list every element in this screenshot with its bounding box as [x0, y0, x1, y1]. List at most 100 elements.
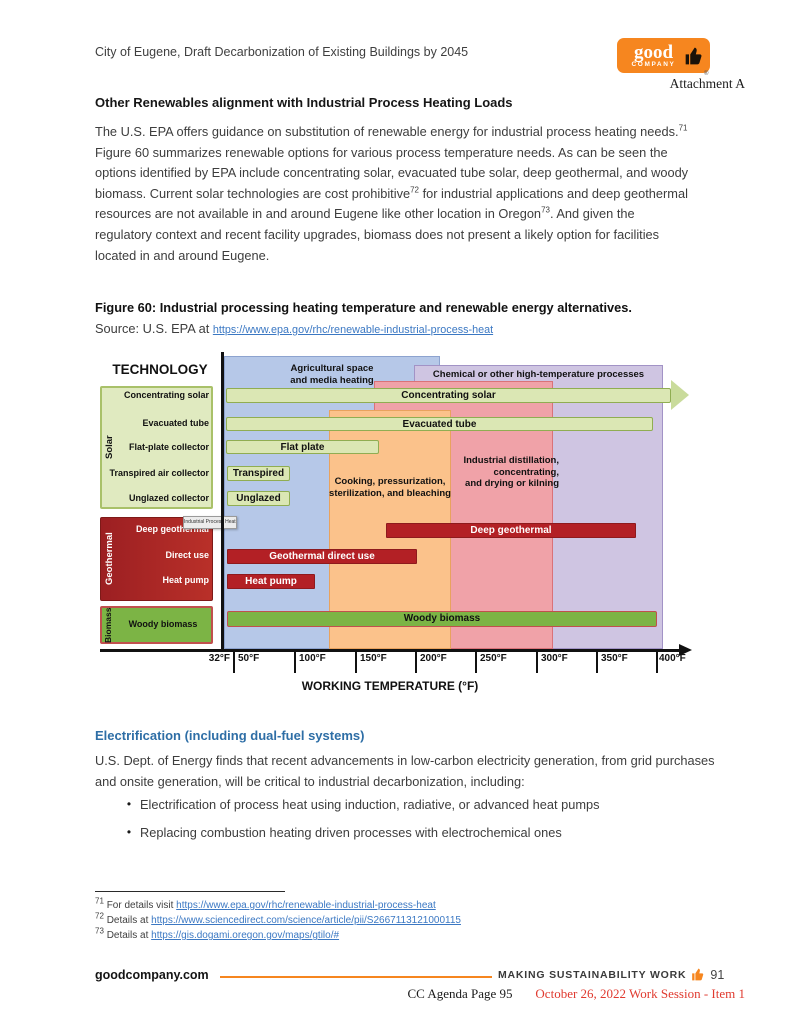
row-label-evacuated-tube: Evacuated tube	[142, 418, 209, 428]
tick-label-200f: 200°F	[420, 653, 447, 664]
electrification-bullets: • Electrification of process heat using …	[118, 795, 698, 851]
bar-evacuated-tube: Evacuated tube	[226, 417, 653, 431]
footnote-ref-72[interactable]: 72	[410, 185, 420, 195]
footnote-ref-71[interactable]: 71	[678, 123, 688, 133]
axis-tick	[475, 649, 477, 673]
paragraph-text: for industrial applications and deep geo…	[95, 185, 688, 222]
footnote-72: 72 Details at https://www.sciencedirect.…	[95, 911, 735, 928]
footnotes-block: 71 For details visit https://www.epa.gov…	[95, 896, 735, 943]
logo-word-company: COMPANY	[631, 60, 676, 68]
footnote-73: 73 Details at https://gis.dogami.oregon.…	[95, 926, 735, 943]
tick-label-400f: 400°F	[659, 653, 686, 664]
electrification-paragraph: U.S. Dept. of Energy finds that recent a…	[95, 753, 715, 789]
bar-flat-plate: Flat plate	[226, 440, 379, 454]
figure-source-line: Source: U.S. EPA at https://www.epa.gov/…	[95, 321, 493, 336]
tick-label-32f: 32°F	[208, 653, 230, 664]
tick-label-300f: 300°F	[541, 653, 568, 664]
footnote-number: 73	[95, 926, 104, 936]
concentrating-solar-arrowhead	[671, 380, 689, 410]
chart-y-axis-line	[221, 352, 224, 651]
axis-tick	[656, 649, 658, 673]
footnote-text: For details visit	[106, 900, 177, 911]
bullet-item: • Electrification of process heat using …	[118, 795, 698, 814]
tick-label-100f: 100°F	[299, 653, 326, 664]
row-label-flat-plate: Flat-plate collector	[128, 442, 209, 452]
bullet-icon: •	[126, 797, 132, 811]
electrification-heading: Electrification (including dual-fuel sys…	[95, 728, 365, 743]
bar-deep-geothermal: Deep geothermal	[386, 523, 636, 538]
figure-60-chart: TECHNOLOGY Agricultural space and media …	[95, 352, 735, 702]
browser-tooltip: Industrial Process Heating	[183, 516, 237, 529]
footnote-text: Details at	[106, 930, 152, 941]
region-label-chemical: Chemical or other high-temperature proce…	[432, 369, 645, 380]
bar-unglazed: Unglazed	[227, 491, 290, 506]
row-label-unglazed: Unglazed collector	[128, 493, 209, 503]
bar-transpired: Transpired	[227, 466, 290, 481]
bullet-icon: •	[126, 825, 132, 839]
axis-tick	[536, 649, 538, 673]
bullet-text: Replacing combustion heating driven proc…	[140, 825, 562, 840]
region-label-industrial: Industrial distillation, concentrating, …	[463, 455, 559, 489]
x-axis-arrowhead	[679, 644, 692, 656]
footnote-number: 71	[95, 896, 104, 906]
bar-geothermal-direct-use: Geothermal direct use	[227, 549, 417, 564]
good-company-logo: good COMPANY	[617, 38, 710, 73]
row-label-deep-geothermal: Deep geothermal	[135, 524, 209, 534]
tick-label-250f: 250°F	[480, 653, 507, 664]
bar-concentrating-solar: Concentrating solar	[226, 388, 671, 403]
footnote-number: 72	[95, 911, 104, 921]
tick-label-150f: 150°F	[360, 653, 387, 664]
row-label-woody-biomass: Woody biomass	[128, 619, 198, 629]
footer-tagline-block: MAKING SUSTAINABILITY WORK 91	[498, 967, 724, 982]
paragraph-text: Figure 60 summarizes renewable options f…	[95, 144, 689, 201]
footer-orange-rule	[220, 976, 492, 978]
axis-tick	[294, 649, 296, 673]
axis-tick	[415, 649, 417, 673]
document-header-title: City of Eugene, Draft Decarbonization of…	[95, 45, 469, 59]
footer-website[interactable]: goodcompany.com	[95, 968, 209, 982]
section-paragraph: The U.S. EPA offers guidance on substitu…	[95, 122, 695, 266]
axis-tick	[355, 649, 357, 673]
footnote-divider	[95, 891, 285, 892]
solar-group-panel	[100, 386, 213, 509]
paragraph-text: . And given the regulatory context and r…	[95, 206, 660, 263]
logo-word-good: good	[633, 41, 674, 63]
attachment-label: Attachment A	[669, 76, 745, 91]
row-label-heat-pump: Heat pump	[162, 575, 209, 585]
x-axis-title: WORKING TEMPERATURE (°F)	[301, 679, 479, 693]
region-label-cooking: Cooking, pressurization, sterilization, …	[329, 476, 451, 499]
section-heading: Other Renewables alignment with Industri…	[95, 95, 513, 110]
footer-page-number: 91	[710, 967, 725, 982]
axis-tick	[596, 649, 598, 673]
figure-title: Figure 60: Industrial processing heating…	[95, 300, 632, 315]
footer-tagline: MAKING SUSTAINABILITY WORK	[498, 968, 687, 981]
axis-tick	[233, 649, 235, 673]
geothermal-group-panel	[100, 517, 213, 601]
footnote-link[interactable]: https://gis.dogami.oregon.gov/maps/gtilo…	[151, 930, 340, 941]
tick-label-50f: 50°F	[238, 653, 260, 664]
footer-agenda-page: CC Agenda Page 95	[407, 986, 513, 1001]
bullet-text: Electrification of process heat using in…	[140, 797, 600, 812]
row-label-transpired: Transpired air collector	[109, 468, 209, 478]
tick-label-350f: 350°F	[601, 653, 628, 664]
logo-registered-mark: ®	[704, 71, 709, 77]
footnote-ref-73[interactable]: 73	[541, 206, 550, 216]
figure-source-prefix: Source: U.S. EPA at	[95, 321, 213, 336]
footnote-71: 71 For details visit https://www.epa.gov…	[95, 896, 735, 913]
row-label-concentrating-solar: Concentrating solar	[123, 390, 209, 400]
biomass-group-panel	[100, 606, 213, 644]
bar-woody-biomass: Woody biomass	[227, 611, 657, 627]
paragraph-text: The U.S. EPA offers guidance on substitu…	[95, 124, 679, 139]
bar-heat-pump: Heat pump	[227, 574, 315, 589]
bullet-item: • Replacing combustion heating driven pr…	[118, 823, 698, 842]
footnote-link[interactable]: https://www.epa.gov/rhc/renewable-indust…	[176, 900, 436, 911]
footnote-text: Details at	[106, 915, 152, 926]
footer-session-label: October 26, 2022 Work Session - Item 1	[535, 986, 745, 1001]
figure-source-link[interactable]: https://www.epa.gov/rhc/renewable-indust…	[212, 324, 494, 336]
region-label-agricultural: Agricultural space and media heating	[290, 363, 374, 386]
chart-x-axis-line	[100, 649, 680, 652]
biomass-group-side-label: Biomass	[103, 607, 113, 643]
row-label-direct-use: Direct use	[165, 550, 209, 560]
footnote-link[interactable]: https://www.sciencedirect.com/science/ar…	[151, 915, 461, 926]
